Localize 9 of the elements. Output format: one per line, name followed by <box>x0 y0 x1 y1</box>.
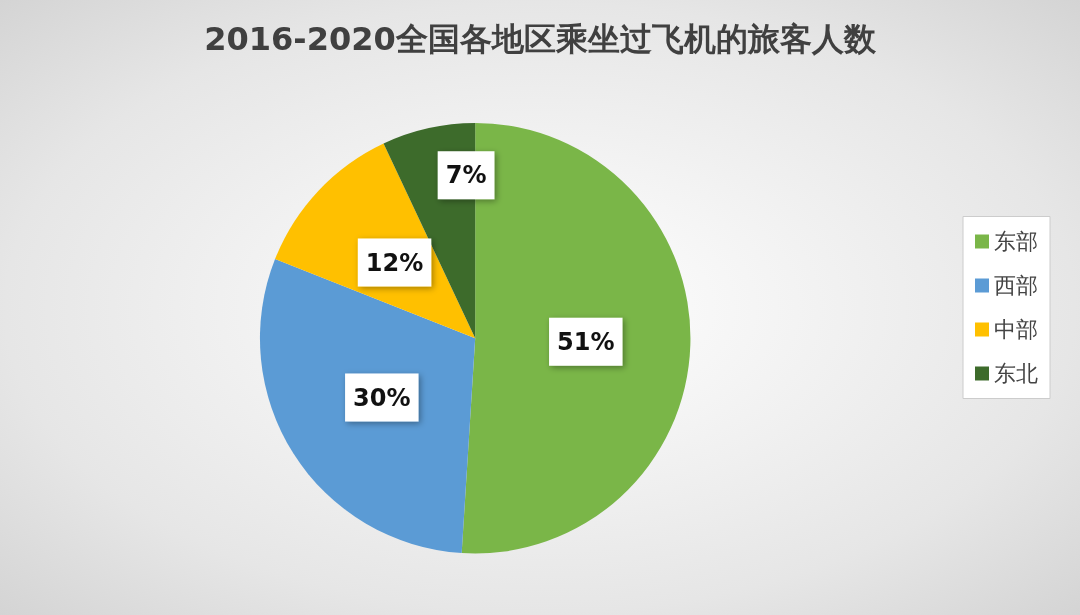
data-label: 51% <box>557 327 615 356</box>
data-label: 12% <box>365 248 424 277</box>
chart-title: 2016-2020全国各地区乘坐过飞机的旅客人数 <box>204 20 877 58</box>
legend-label: 东北 <box>994 361 1038 386</box>
legend-label: 东部 <box>994 229 1038 254</box>
legend-label: 西部 <box>994 273 1038 298</box>
legend-label: 中部 <box>994 317 1038 342</box>
data-label: 30% <box>353 383 411 412</box>
data-label: 7% <box>445 161 487 190</box>
